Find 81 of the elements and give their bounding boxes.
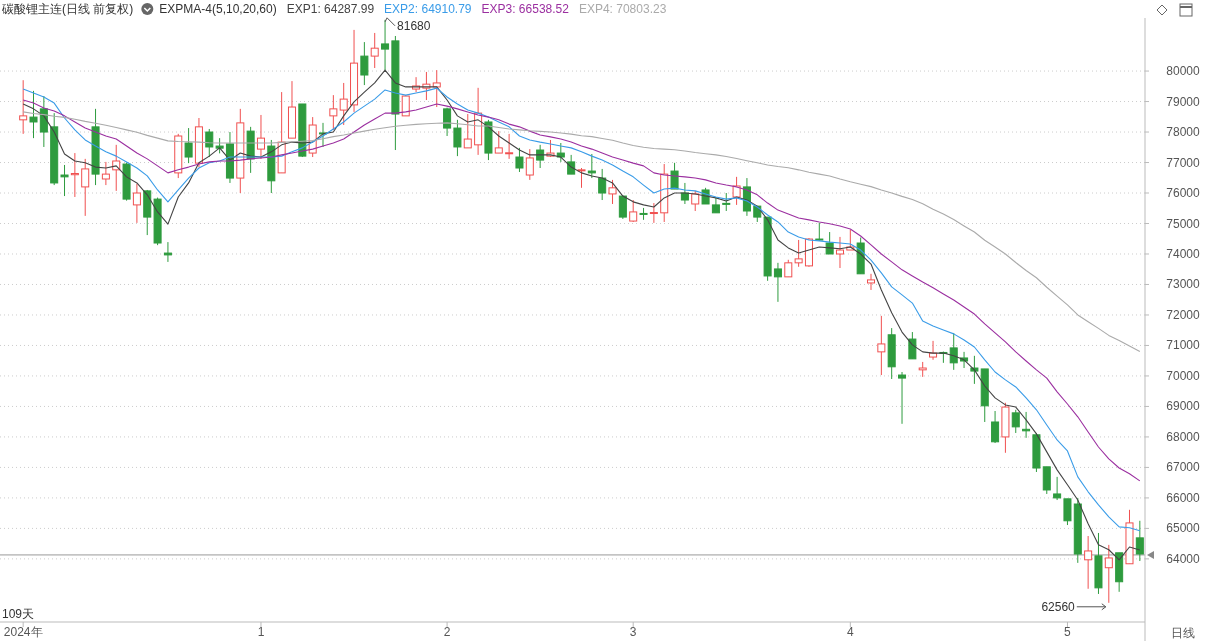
- candlestick: [680, 182, 689, 205]
- candlestick: [877, 315, 886, 376]
- candlestick: [556, 142, 565, 163]
- chart-subtitle: EXPMA-4(5,10,20,60): [159, 2, 277, 16]
- text: EXP3: 66538.52: [481, 2, 570, 16]
- candlestick: [329, 94, 338, 131]
- candlestick: [494, 130, 503, 154]
- candlestick: [598, 168, 607, 201]
- annotation: 62560: [1041, 599, 1076, 614]
- candlestick: [835, 236, 844, 269]
- candlestick: [463, 113, 472, 149]
- candlestick: [70, 152, 79, 198]
- candlestick: [908, 331, 917, 360]
- candlestick: [649, 202, 658, 224]
- candlestick: [691, 190, 700, 212]
- y-tick-label: 68000: [1166, 429, 1201, 444]
- candlestick: [205, 128, 214, 158]
- y-tick-label: 75000: [1166, 216, 1201, 231]
- text: EXP1: 64287.99: [286, 2, 375, 16]
- candlestick: [629, 199, 638, 223]
- y-tick-label: 73000: [1166, 277, 1201, 292]
- candlestick: [132, 183, 141, 224]
- candlestick: [732, 176, 741, 206]
- x-tick-label: 5: [1064, 625, 1072, 639]
- x-tick-label: 2: [443, 625, 451, 639]
- candlestick: [163, 241, 172, 263]
- candlestick: [1053, 476, 1062, 501]
- y-tick-label: 70000: [1166, 368, 1201, 383]
- y-tick-label: 80000: [1166, 64, 1201, 79]
- y-tick-label: 64000: [1166, 551, 1201, 566]
- y-tick-label: 71000: [1166, 338, 1201, 353]
- text: EXP4: 70803.23: [578, 2, 667, 16]
- candlestick: [29, 90, 38, 139]
- text: EXP2: 64910.79: [384, 2, 472, 16]
- candlestick: [515, 147, 524, 173]
- x-tick-label: 4: [846, 625, 854, 639]
- annotation: 81680: [397, 18, 431, 33]
- candlestick: [1063, 498, 1072, 526]
- candlestick: [525, 148, 534, 181]
- candlestick: [81, 158, 90, 217]
- candlestick: [991, 410, 1000, 444]
- y-tick-label: 76000: [1166, 186, 1201, 201]
- y-tick-label: 79000: [1166, 94, 1201, 109]
- x-axis-title: 日线: [1171, 626, 1195, 640]
- candlestick: [1011, 409, 1020, 434]
- x-tick-label: 1: [257, 625, 265, 639]
- candlestick: [505, 133, 514, 160]
- candlestick: [1042, 466, 1051, 495]
- chart-title: 碳酸锂主连(日线 前复权): [1, 2, 134, 16]
- candlestick: [587, 153, 596, 179]
- candlestick: [1084, 535, 1093, 590]
- x-tick-label: 3: [629, 625, 637, 639]
- candlestick: [101, 161, 110, 186]
- y-tick-label: 66000: [1166, 490, 1201, 505]
- y-tick-label: 67000: [1166, 460, 1201, 475]
- y-tick-label: 65000: [1166, 521, 1201, 536]
- candlestick: [794, 239, 803, 268]
- candlestick: [432, 69, 441, 108]
- x-tick-label: 2024年: [3, 625, 43, 639]
- candlestick: [949, 332, 958, 371]
- candlestick: [608, 179, 617, 205]
- annotation: 109天: [2, 607, 35, 621]
- candlestick: [381, 19, 390, 71]
- candlestick: [1104, 544, 1113, 604]
- candlestick: [453, 119, 462, 157]
- candlestick: [184, 127, 193, 164]
- y-tick-label: 69000: [1166, 399, 1201, 414]
- y-tick-label: 77000: [1166, 155, 1201, 170]
- candlestick: [773, 262, 782, 303]
- candlestick: [898, 371, 907, 425]
- candlestick: [370, 32, 379, 69]
- candlestick: [577, 167, 586, 189]
- candlestick: [19, 79, 28, 135]
- y-tick-label: 78000: [1166, 125, 1201, 140]
- candlestick: [443, 107, 452, 137]
- candlestick: [339, 82, 348, 126]
- y-tick-label: 72000: [1166, 307, 1201, 322]
- y-tick-label: 74000: [1166, 246, 1201, 261]
- candlestick: [866, 273, 876, 291]
- candlestick: [360, 41, 369, 86]
- candlestick: [60, 164, 69, 197]
